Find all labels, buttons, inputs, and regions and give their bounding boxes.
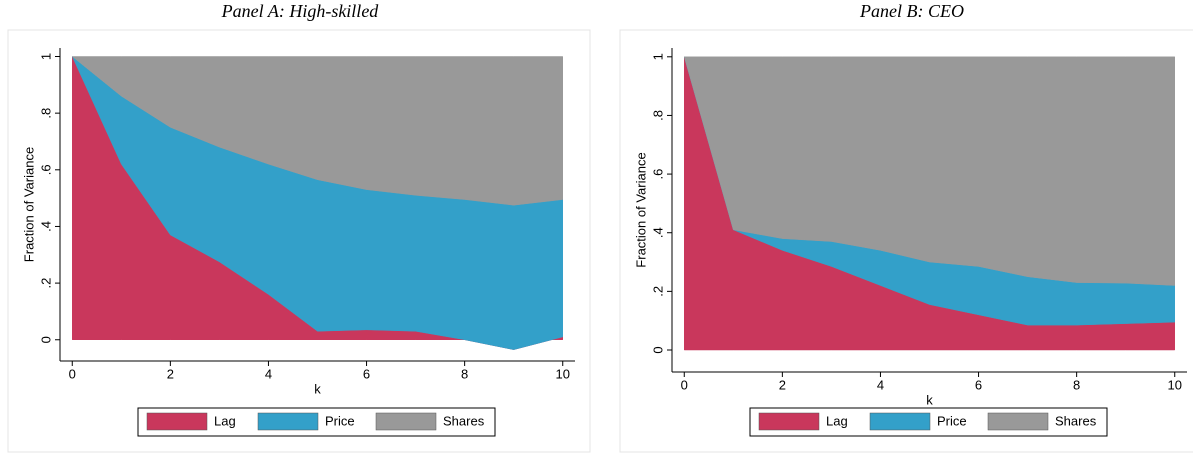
legend-label: Lag [826,413,848,428]
legend-label: Lag [214,413,236,428]
x-tick-label: 10 [1168,377,1182,392]
x-tick-label: 4 [877,377,884,392]
x-tick-label: 0 [69,366,76,381]
x-tick-label: 4 [265,366,272,381]
legend-swatch [758,412,820,431]
x-tick-label: 6 [363,366,370,381]
x-tick-label: 6 [975,377,982,392]
legend: Lag Price Shares [137,407,496,437]
panel-title: Panel A: High-skilled [221,1,380,21]
legend-swatch [257,412,319,431]
y-tick-label: .4 [650,227,665,238]
x-axis-label: k [926,392,933,407]
x-tick-label: 0 [681,377,688,392]
legend-swatch [375,412,437,431]
legend-label: Price [937,413,967,428]
y-axis-label: Fraction of Variance [21,147,36,262]
y-tick-label: .8 [650,110,665,121]
y-tick-label: .4 [38,221,53,232]
legend: Lag Price Shares [749,407,1108,437]
area [71,56,563,206]
panel-title: Panel B: CEO [859,1,964,21]
y-tick-label: .8 [38,108,53,119]
y-tick-label: 1 [650,53,665,60]
y-tick-label: .2 [650,286,665,297]
legend-swatch [869,412,931,431]
legend-label: Shares [443,413,485,428]
y-tick-label: 1 [38,53,53,60]
x-tick-label: 8 [461,366,468,381]
x-axis-label: k [314,381,321,396]
area [683,56,1175,286]
legend-swatch [146,412,208,431]
x-tick-label: 10 [556,366,570,381]
legend-label: Shares [1055,413,1097,428]
y-tick-label: .2 [38,278,53,289]
y-tick-label: .6 [38,164,53,175]
legend-label: Price [325,413,355,428]
y-tick-label: .6 [650,169,665,180]
x-tick-label: 2 [167,366,174,381]
x-tick-label: 8 [1073,377,1080,392]
y-tick-label: 0 [650,346,665,353]
legend-swatch [987,412,1049,431]
y-tick-label: 0 [38,336,53,343]
x-tick-label: 2 [779,377,786,392]
y-axis-label: Fraction of Variance [633,152,648,267]
